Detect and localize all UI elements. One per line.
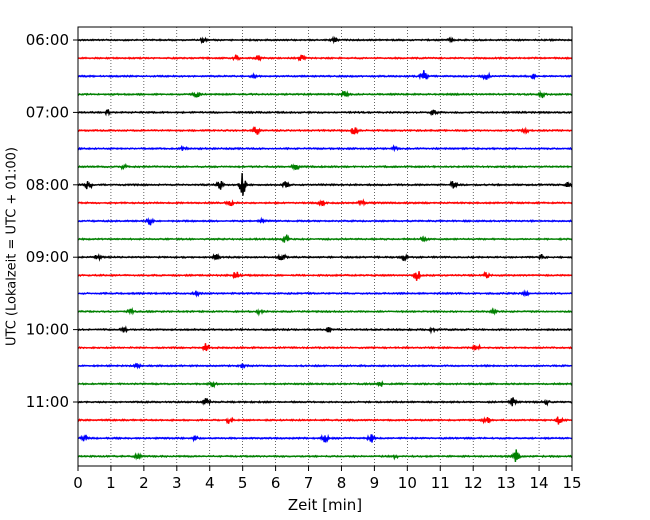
x-tick-label: 3 [172,474,182,492]
y-tick-label: 10:00 [26,321,69,339]
seismogram-traces [77,35,573,463]
x-tick-label: 10 [398,474,417,492]
seismogram-trace-08:00 [77,173,573,196]
y-tick-label: 06:00 [26,31,69,49]
x-tick-label: 11 [431,474,450,492]
x-tick-label: 1 [106,474,116,492]
x-tick-label: 8 [337,474,347,492]
seismogram-trace-07:45 [77,162,573,172]
seismogram-trace-06:30 [77,70,573,81]
seismogram-trace-10:45 [77,380,573,389]
seismogram-trace-10:00 [77,325,573,335]
seismogram-trace-09:45 [77,306,573,317]
seismogram-trace-08:45 [77,234,573,243]
seismogram-trace-07:00 [77,109,573,117]
seismogram-trace-11:30 [77,433,573,443]
y-tick-label: 09:00 [26,248,69,266]
y-tick-label: 07:00 [26,103,69,121]
x-tick-label: 7 [304,474,314,492]
seismogram-trace-10:30 [77,362,573,370]
x-tick-label: 14 [530,474,549,492]
seismogram-trace-09:30 [77,289,573,298]
seismogram-trace-07:30 [77,144,573,153]
seismogram-trace-11:15 [77,416,573,425]
seismogram-trace-10:15 [77,343,573,352]
seismogram-trace-08:15 [77,198,573,207]
x-axis-ticks: 0 1 2 3 4 5 6 7 8 9 10 11 12 13 14 15 [73,466,582,492]
seismogram-trace-06:45 [77,89,573,99]
x-tick-label: 13 [497,474,516,492]
seismogram-trace-08:30 [77,216,573,226]
x-tick-label: 4 [205,474,215,492]
x-tick-label: 5 [238,474,248,492]
seismogram-trace-09:15 [77,270,573,281]
seismogram-trace-06:15 [77,54,573,62]
x-tick-label: 9 [370,474,380,492]
x-axis-label: Zeit [min] [288,496,362,514]
x-tick-label: 6 [271,474,281,492]
y-tick-label: 11:00 [26,393,69,411]
seismogram-trace-11:00 [77,397,573,407]
plot-frame [77,26,573,467]
seismogram-trace-06:00 [77,35,573,45]
y-tick-label: 08:00 [26,176,69,194]
y-axis-ticks: 06:00 07:00 08:00 09:00 10:00 11:00 [26,31,78,411]
x-tick-label: 12 [464,474,483,492]
x-tick-label: 2 [139,474,149,492]
x-tick-label: 15 [562,474,581,492]
x-tick-label: 0 [73,474,83,492]
grid-lines [110,27,540,466]
y-axis-label: UTC (Lokalzeit = UTC + 01:00) [5,147,20,346]
seismogram-trace-09:00 [77,252,573,262]
seismogram-trace-07:15 [77,125,573,136]
seismogram-trace-11:45 [77,449,573,463]
